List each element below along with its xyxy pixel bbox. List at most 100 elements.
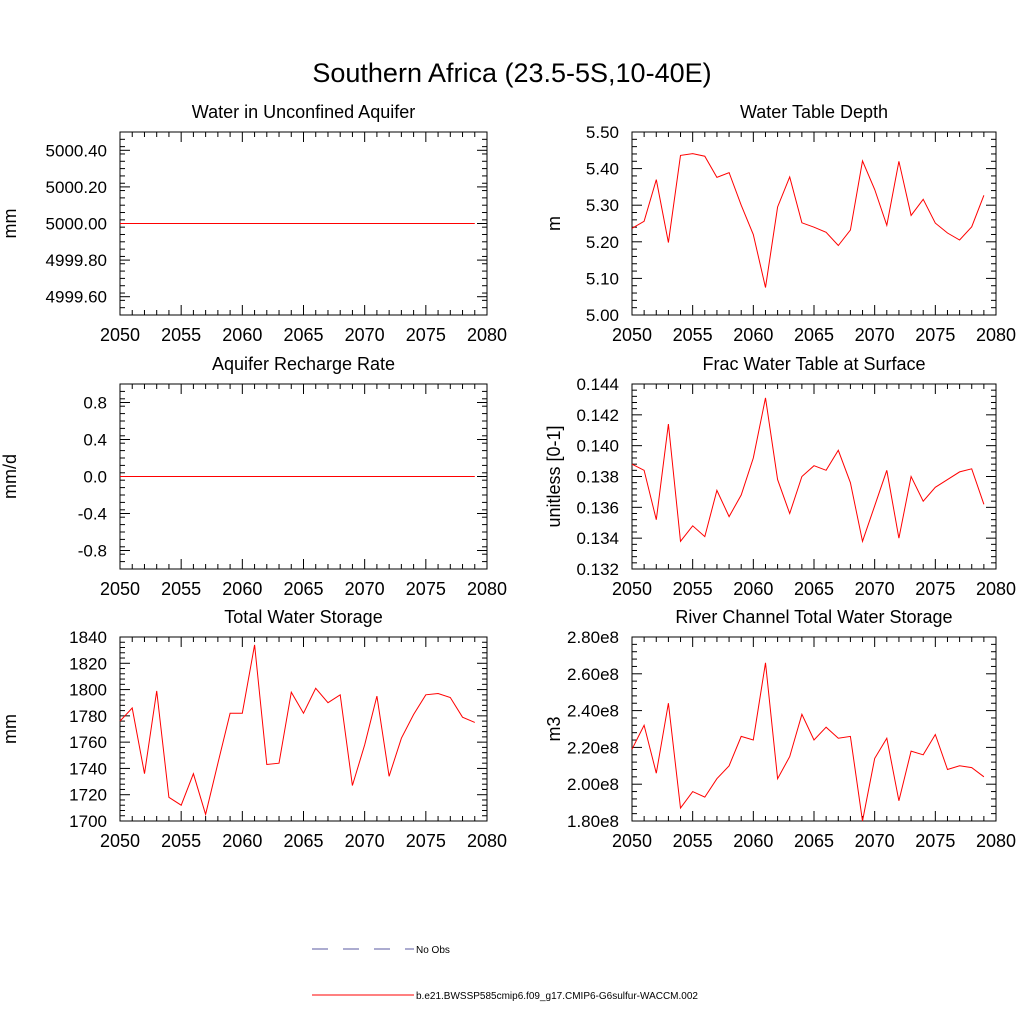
- x-tick-label: 2065: [794, 325, 834, 345]
- y-axis-label: m3: [544, 716, 564, 741]
- y-tick-label: 1800: [69, 681, 107, 700]
- x-tick-label: 2080: [976, 831, 1016, 851]
- y-tick-label: 5.40: [586, 160, 619, 179]
- y-tick-label: 1840: [69, 628, 107, 647]
- y-axis-label: unitless [0-1]: [544, 425, 564, 527]
- y-tick-label: 5.10: [586, 269, 619, 288]
- x-tick-label: 2070: [855, 579, 895, 599]
- x-tick-label: 2070: [345, 831, 385, 851]
- chart-title: Total Water Storage: [224, 607, 382, 627]
- x-tick-label: 2050: [612, 579, 652, 599]
- x-tick-label: 2060: [222, 831, 262, 851]
- y-axis-label: m: [544, 216, 564, 231]
- y-tick-label: 1.80e8: [567, 812, 619, 831]
- y-tick-label: 4999.80: [46, 251, 107, 270]
- plot-frame: [631, 636, 997, 822]
- x-tick-label: 2050: [612, 325, 652, 345]
- y-tick-label: -0.4: [78, 505, 107, 524]
- series-line: [119, 644, 475, 817]
- x-tick-label: 2065: [794, 831, 834, 851]
- legend: No Obs b.e21.BWSSP585cmip6.f09_g17.CMIP6-…: [312, 945, 698, 1002]
- x-tick-label: 2055: [673, 325, 713, 345]
- x-tick-label: 2080: [467, 579, 507, 599]
- y-tick-label: 0.134: [576, 529, 619, 548]
- y-tick-label: 0.138: [576, 468, 619, 487]
- y-tick-label: 0.8: [83, 394, 107, 413]
- plot-frame: [119, 636, 488, 822]
- chart-panel-4: 2050 2055 2060 2065 2070 2075 2080 0.132 0.134 0.…: [544, 354, 1016, 599]
- figure-title: Southern Africa (23.5-5S,10-40E): [312, 58, 711, 88]
- y-tick-label: 0.132: [576, 560, 619, 579]
- chart-panel-5: 2050 2055 2060 2065 2070 2075 2080 1700 1720 1740…: [0, 607, 507, 851]
- x-tick-label: 2075: [915, 831, 955, 851]
- x-tick-label: 2055: [673, 831, 713, 851]
- x-tick-label: 2065: [283, 579, 323, 599]
- y-tick-label: 5.20: [586, 233, 619, 252]
- x-tick-label: 2060: [222, 325, 262, 345]
- x-tick-label: 2070: [345, 325, 385, 345]
- y-tick-label: 4999.60: [46, 288, 107, 307]
- y-tick-label: 1760: [69, 733, 107, 752]
- x-tick-label: 2080: [976, 579, 1016, 599]
- plot-frame: [631, 383, 997, 570]
- y-tick-label: -0.8: [78, 542, 107, 561]
- plot-frame: [631, 131, 997, 316]
- chart-panel-1: 2050 2055 2060 2065 2070 2075 2080 4999.60 4999.…: [0, 102, 507, 345]
- y-tick-label: 5.50: [586, 123, 619, 142]
- y-tick-label: 5.30: [586, 196, 619, 215]
- x-tick-label: 2055: [673, 579, 713, 599]
- x-tick-label: 2080: [467, 325, 507, 345]
- x-tick-label: 2060: [222, 579, 262, 599]
- x-tick-label: 2055: [161, 579, 201, 599]
- y-tick-label: 2.40e8: [567, 702, 619, 721]
- y-tick-label: 0.144: [576, 375, 619, 394]
- y-tick-label: 0.142: [576, 406, 619, 425]
- x-tick-label: 2060: [733, 831, 773, 851]
- x-tick-label: 2080: [467, 831, 507, 851]
- y-tick-label: 5.00: [586, 306, 619, 325]
- chart-title: River Channel Total Water Storage: [675, 607, 952, 627]
- y-tick-label: 1780: [69, 707, 107, 726]
- y-tick-label: 2.60e8: [567, 665, 619, 684]
- x-tick-label: 2070: [345, 579, 385, 599]
- y-axis-label: mm: [0, 209, 20, 239]
- x-tick-label: 2065: [794, 579, 834, 599]
- x-tick-label: 2075: [406, 579, 446, 599]
- y-tick-label: 0.140: [576, 437, 619, 456]
- x-tick-label: 2070: [855, 831, 895, 851]
- y-tick-label: 1740: [69, 759, 107, 778]
- x-tick-label: 2060: [733, 579, 773, 599]
- y-tick-label: 0.136: [576, 498, 619, 517]
- chart-panels: 2050 2055 2060 2065 2070 2075 2080 4999.60 4999.…: [0, 102, 1016, 851]
- y-tick-label: 1700: [69, 812, 107, 831]
- x-tick-label: 2050: [100, 579, 140, 599]
- x-tick-label: 2075: [915, 325, 955, 345]
- y-tick-label: 2.80e8: [567, 628, 619, 647]
- chart-title: Frac Water Table at Surface: [702, 354, 925, 374]
- x-tick-label: 2070: [855, 325, 895, 345]
- x-tick-label: 2075: [406, 831, 446, 851]
- x-tick-label: 2050: [100, 325, 140, 345]
- legend-obs-label: No Obs: [416, 945, 450, 956]
- y-tick-label: 5000.40: [46, 141, 107, 160]
- series-line: [631, 397, 985, 544]
- y-tick-label: 5000.00: [46, 215, 107, 234]
- x-tick-label: 2055: [161, 831, 201, 851]
- y-tick-label: 5000.20: [46, 178, 107, 197]
- x-tick-label: 2065: [283, 325, 323, 345]
- x-tick-label: 2065: [283, 831, 323, 851]
- y-tick-label: 0.4: [83, 431, 107, 450]
- x-tick-label: 2075: [915, 579, 955, 599]
- y-axis-label: mm/d: [0, 454, 20, 499]
- chart-title: Water Table Depth: [740, 102, 888, 122]
- x-tick-label: 2080: [976, 325, 1016, 345]
- y-tick-label: 0.0: [83, 468, 107, 487]
- x-tick-label: 2055: [161, 325, 201, 345]
- y-tick-label: 1820: [69, 654, 107, 673]
- series-line: [631, 662, 985, 822]
- x-tick-label: 2075: [406, 325, 446, 345]
- y-tick-label: 2.20e8: [567, 738, 619, 757]
- x-tick-label: 2060: [733, 325, 773, 345]
- chart-title: Aquifer Recharge Rate: [212, 354, 395, 374]
